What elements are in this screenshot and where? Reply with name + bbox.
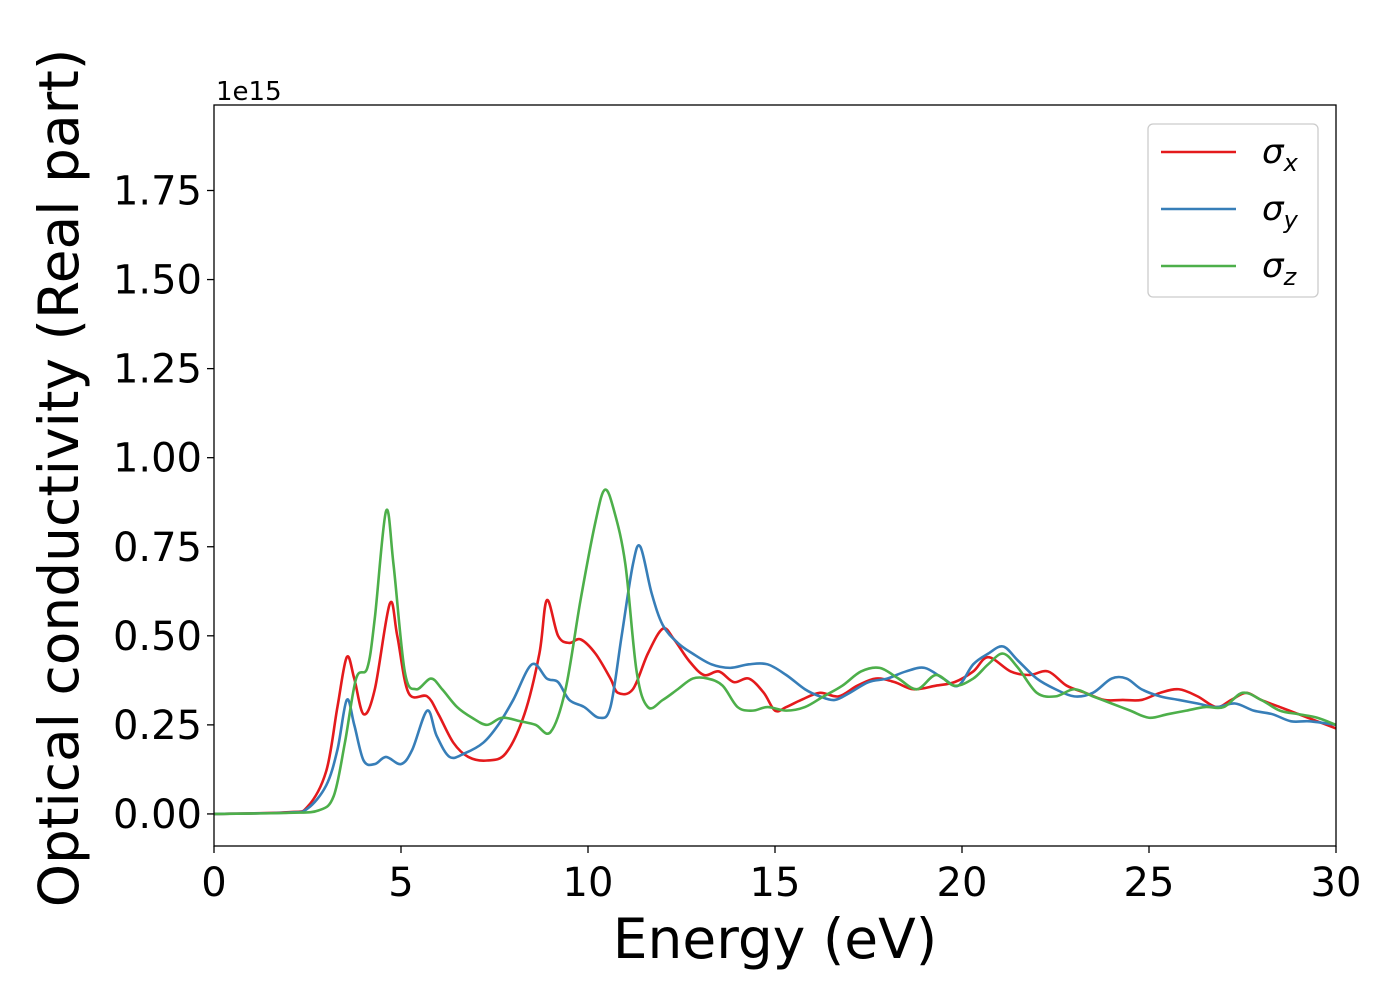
series-line-sigma-y [214, 544, 1336, 816]
y-axis-label: Optical conductivity (Real part) [27, 49, 91, 908]
x-tick-label: 25 [1124, 860, 1175, 906]
y-tick-label: 0.25 [113, 703, 202, 749]
y-tick-label: 0.50 [113, 614, 202, 660]
x-tick-label: 10 [563, 860, 614, 906]
series-line-sigma-x [214, 598, 1336, 816]
legend-box [1147, 123, 1319, 298]
x-tick-label: 20 [937, 860, 988, 906]
x-tick-label: 15 [750, 860, 801, 906]
x-tick-label: 30 [1311, 860, 1362, 906]
y-offset-label: 1e15 [216, 77, 282, 107]
x-tick-label: 0 [201, 860, 226, 906]
y-tick-label: 1.00 [113, 436, 202, 482]
x-axis-label: Energy (eV) [613, 907, 937, 971]
y-tick-label: 0.75 [113, 525, 202, 571]
series-layer [214, 488, 1336, 816]
series-line-sigma-z [214, 488, 1336, 816]
y-tick-label: 1.50 [113, 258, 202, 304]
x-tick-label: 5 [388, 860, 413, 906]
y-tick-label: 1.75 [113, 169, 202, 215]
y-tick-label: 1.25 [113, 347, 202, 393]
y-tick-label: 0.00 [113, 792, 202, 838]
axes-layer: 0 5 10 15 20 25 30 0.00 0.25 0.50 0.75 1.00 1.25 1.50… [113, 104, 1362, 906]
